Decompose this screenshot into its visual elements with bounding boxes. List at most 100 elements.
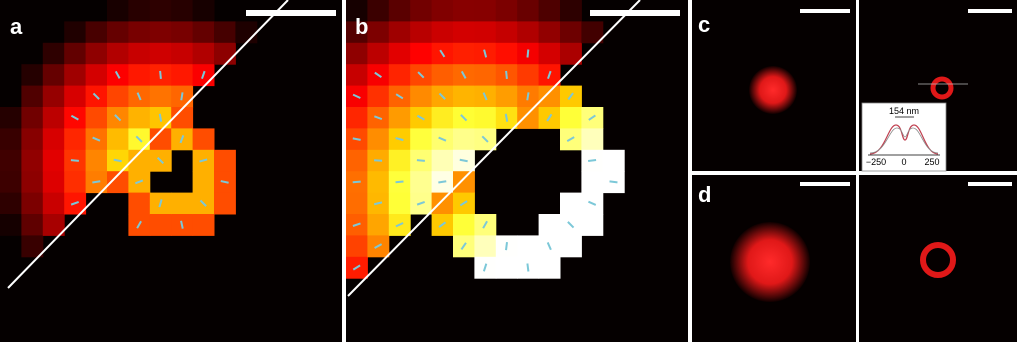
pixel: [432, 0, 454, 22]
orientation-mark: [353, 182, 361, 183]
pixel: [43, 128, 65, 150]
pixel: [560, 0, 582, 22]
orientation-mark: [396, 181, 404, 182]
pixel: [43, 86, 65, 108]
pixel: [560, 21, 582, 43]
pixel: [560, 235, 582, 257]
pixel: [432, 21, 454, 43]
orientation-mark: [527, 50, 528, 58]
pixel: [21, 193, 43, 215]
orientation-mark: [114, 160, 122, 161]
pixel: [389, 21, 411, 43]
pixel: [453, 214, 475, 236]
pixel: [21, 214, 43, 236]
orientation-mark: [610, 181, 618, 182]
scale-bar: [800, 182, 850, 186]
pixel: [0, 107, 22, 129]
pixel: [517, 107, 539, 129]
pixel: [367, 214, 389, 236]
pixel: [346, 193, 368, 215]
scale-bar: [968, 9, 1012, 13]
pixel: [367, 171, 389, 193]
orientation-mark: [506, 71, 507, 79]
scale-bar: [800, 9, 850, 13]
orientation-mark: [527, 92, 528, 100]
pixel: [474, 235, 496, 257]
pixel: [64, 171, 86, 193]
pixel: [539, 257, 561, 279]
pixel: [0, 193, 22, 215]
pixel: [389, 43, 411, 65]
pixel: [539, 214, 561, 236]
pixel: [21, 64, 43, 86]
pixel: [86, 64, 108, 86]
pixel: [410, 43, 432, 65]
pixel: [43, 64, 65, 86]
pixel: [150, 21, 172, 43]
scale-bar: [246, 10, 336, 16]
pixel: [128, 0, 150, 22]
pixel: [193, 171, 215, 193]
pixel: [214, 21, 236, 43]
pixel: [517, 0, 539, 22]
pixel: [410, 0, 432, 22]
inset-tick: −250: [866, 157, 886, 167]
pixel: [581, 171, 603, 193]
pixel: [86, 107, 108, 129]
pixel: [21, 150, 43, 172]
pixel: [410, 171, 432, 193]
orientation-mark: [71, 160, 79, 161]
pixel: [367, 43, 389, 65]
orientation-mark: [181, 92, 182, 100]
pixel: [367, 21, 389, 43]
pixel: [389, 0, 411, 22]
orientation-mark: [527, 264, 528, 272]
orientation-mark: [438, 181, 446, 182]
inset-annotation: 154 nm: [889, 106, 919, 116]
pixel: [432, 193, 454, 215]
pixel: [64, 86, 86, 108]
pixel: [86, 150, 108, 172]
pixel: [539, 0, 561, 22]
pixel: [43, 43, 65, 65]
pixel: [453, 43, 475, 65]
pixel: [432, 107, 454, 129]
pixel: [128, 107, 150, 129]
pixel: [171, 64, 193, 86]
pixel: [432, 150, 454, 172]
pixel: [107, 21, 129, 43]
orientation-mark: [588, 160, 596, 161]
pixel: [171, 43, 193, 65]
pixel: [496, 257, 518, 279]
pixel: [346, 43, 368, 65]
pixel: [474, 0, 496, 22]
pixel: [43, 150, 65, 172]
pixel: [496, 43, 518, 65]
pixel: [496, 86, 518, 108]
pixel: [474, 107, 496, 129]
pixel: [128, 21, 150, 43]
orientation-mark: [92, 181, 100, 182]
pixel: [171, 21, 193, 43]
figure: 154 nm −250 0 250 a b c d: [0, 0, 1017, 342]
pixel: [367, 86, 389, 108]
pixel: [64, 43, 86, 65]
inset-tick: 0: [901, 157, 906, 167]
pixel: [346, 150, 368, 172]
pixel: [539, 86, 561, 108]
pixel: [150, 43, 172, 65]
pixel: [193, 214, 215, 236]
pixel: [453, 171, 475, 193]
pixel: [43, 171, 65, 193]
pixel: [474, 21, 496, 43]
pixel: [214, 43, 236, 65]
orientation-mark: [160, 114, 161, 122]
pixel: [21, 86, 43, 108]
pixel: [474, 64, 496, 86]
pixel: [128, 193, 150, 215]
pixel: [517, 21, 539, 43]
pixel: [517, 64, 539, 86]
panel-label: b: [355, 14, 368, 39]
pixel: [171, 193, 193, 215]
pixel: [43, 193, 65, 215]
